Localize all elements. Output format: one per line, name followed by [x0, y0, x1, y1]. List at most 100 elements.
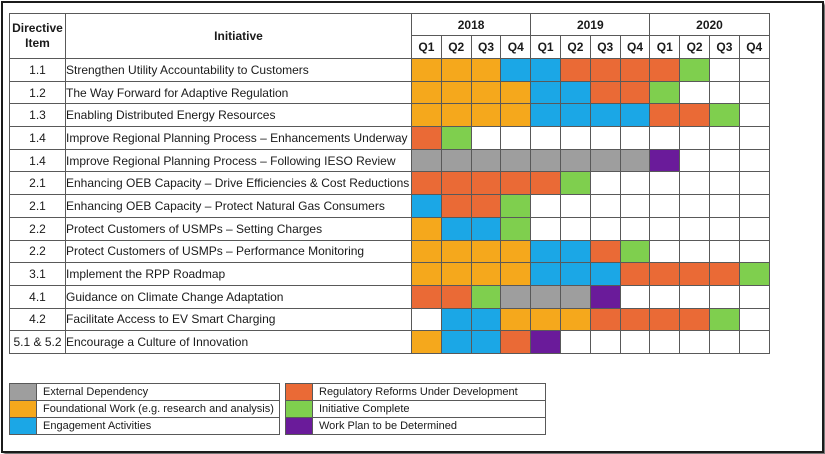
status-cell [530, 307, 561, 332]
status-cell [560, 307, 591, 332]
status-cell [649, 216, 681, 241]
status-cell [709, 307, 740, 332]
status-cell [411, 103, 442, 128]
status-cell [738, 80, 770, 105]
status-cell [649, 103, 681, 128]
initiative-name: Protect Customers of USMPs – Setting Cha… [65, 216, 412, 241]
legend-right: Regulatory Reforms Under Development Init… [285, 383, 546, 435]
status-cell [738, 284, 770, 309]
status-cell [679, 103, 710, 128]
status-cell [530, 194, 561, 218]
table-row: 2.2 Protect Customers of USMPs – Setting … [9, 216, 770, 241]
year-header: 2019 [530, 13, 651, 36]
status-cell [619, 262, 651, 286]
status-cell [500, 194, 532, 218]
status-cell [470, 194, 502, 218]
status-cell [738, 103, 770, 128]
quarter-header: Q2 [560, 35, 591, 59]
year-header: 2020 [649, 13, 770, 36]
quarter-header: Q3 [470, 35, 502, 59]
status-cell [679, 239, 710, 264]
status-cell [709, 80, 740, 105]
status-cell [649, 80, 681, 105]
status-cell [619, 284, 651, 309]
status-cell [560, 171, 591, 196]
status-cell [530, 148, 561, 173]
status-cell [411, 216, 442, 241]
status-cell [470, 103, 502, 128]
status-cell [530, 284, 561, 309]
status-cell [500, 171, 532, 196]
legend-swatch [9, 383, 37, 401]
legend-label: Foundational Work (e.g. research and ana… [36, 400, 280, 418]
status-cell [738, 239, 770, 264]
table-row: 4.2 Facilitate Access to EV Smart Chargin… [9, 307, 770, 332]
status-cell [560, 239, 591, 264]
status-cell [411, 194, 442, 218]
initiative-name: Encourage a Culture of Innovation [65, 330, 412, 354]
quarter-header: Q3 [709, 35, 740, 59]
status-cell [619, 307, 651, 332]
status-cell [649, 330, 681, 354]
initiative-name: Improve Regional Planning Process – Enha… [65, 126, 412, 150]
status-cell [500, 80, 532, 105]
status-cell [440, 194, 472, 218]
status-cell [738, 171, 770, 196]
status-cell [470, 284, 502, 309]
table-row: 1.2 The Way Forward for Adaptive Regulati… [9, 80, 770, 105]
status-cell [500, 216, 532, 241]
status-cell [470, 126, 502, 150]
table-row: 1.4 Improve Regional Planning Process – E… [9, 126, 770, 150]
quarter-header-row: Q1 Q2 Q3 Q4 Q1 Q2 Q3 Q4 Q1 Q2 Q3 Q4 [10, 35, 770, 59]
status-cell [649, 58, 681, 82]
status-cell [589, 126, 621, 150]
quarter-header: Q4 [738, 35, 770, 59]
legend-swatch [285, 417, 313, 435]
status-cell [470, 58, 502, 82]
directive-item: 5.1 & 5.2 [9, 330, 66, 354]
status-cell [411, 126, 442, 150]
table-row: 2.2 Protect Customers of USMPs – Performa… [9, 239, 770, 264]
status-cell [440, 239, 472, 264]
status-cell [679, 58, 710, 82]
status-cell [470, 216, 502, 241]
status-cell [411, 171, 442, 196]
status-cell [589, 330, 621, 354]
status-cell [679, 126, 710, 150]
status-cell [679, 194, 710, 218]
legend-label: External Dependency [36, 383, 280, 401]
status-cell [440, 284, 472, 309]
status-cell [679, 148, 710, 173]
legend-swatch [9, 417, 37, 435]
status-cell [470, 307, 502, 332]
quarter-header: Q1 [649, 35, 681, 59]
status-cell [560, 58, 591, 82]
status-cell [530, 126, 561, 150]
status-cell [589, 239, 621, 264]
status-cell [649, 307, 681, 332]
status-cell [440, 126, 472, 150]
directive-item: 2.1 [9, 194, 66, 218]
status-cell [560, 80, 591, 105]
status-cell [709, 103, 740, 128]
status-cell [619, 80, 651, 105]
table-row: 2.1 Enhancing OEB Capacity – Protect Natu… [9, 194, 770, 218]
year-header-row: Directive Item Initiative 2018 2019 2020 [9, 13, 770, 59]
status-cell [649, 148, 681, 173]
quarter-header: Q4 [500, 35, 532, 59]
legend-left: External Dependency Foundational Work (e.… [9, 383, 280, 435]
status-cell [709, 284, 740, 309]
status-cell [440, 216, 472, 241]
legend-row: Initiative Complete [285, 400, 546, 418]
table-row: 3.1 Implement the RPP Roadmap [9, 262, 770, 286]
status-cell [589, 103, 621, 128]
status-cell [500, 148, 532, 173]
legend-row: Regulatory Reforms Under Development [285, 383, 546, 401]
status-cell [649, 262, 681, 286]
directive-item: 1.3 [9, 103, 66, 128]
status-cell [738, 148, 770, 173]
table-row: 1.4 Improve Regional Planning Process – F… [9, 148, 770, 173]
status-cell [738, 330, 770, 354]
status-cell [560, 216, 591, 241]
status-cell [500, 330, 532, 354]
